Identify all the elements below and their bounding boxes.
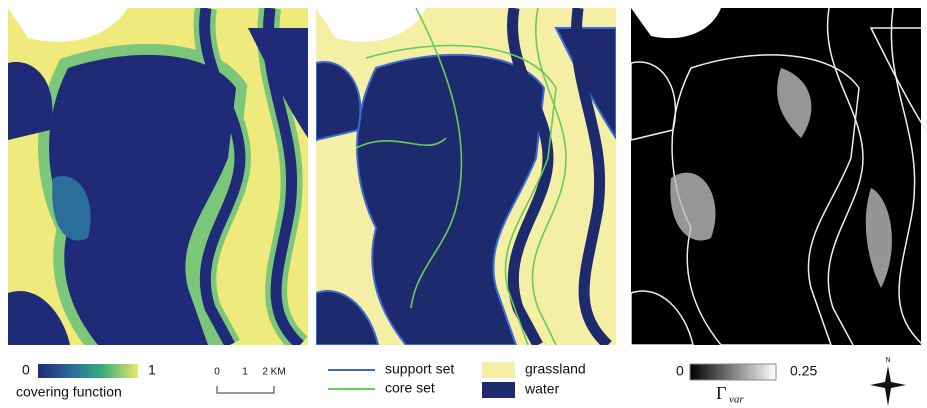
legend-label: water [524,381,560,397]
scale-bar [217,386,274,393]
scale-tick: 0 [214,367,220,378]
legend-swatch [482,382,515,398]
legend-swatch [482,362,515,378]
colorbar-subscript: var [729,394,744,406]
compass-label: N [885,357,890,364]
legend-label: core set [385,380,435,396]
colorbar-max: 1 [148,362,156,378]
figure: 0 1 covering function 0 1 2 KM support s… [0,0,927,408]
variance-map [631,8,927,345]
colorbar [690,364,776,380]
legend-label: support set [385,361,454,377]
colorbar-min: 0 [22,362,30,378]
scale-tick: 1 [242,367,248,378]
colorbar [38,364,138,378]
scale-tick: 2 KM [262,367,285,378]
compass [870,366,906,406]
colorbar-max: 0.25 [790,363,817,379]
colorbar-label: Γ [716,383,726,403]
colorbar-min: 0 [676,363,684,379]
sets-map [316,8,626,345]
legend-label: grassland [525,361,586,377]
covering-map [8,8,308,345]
colorbar-label: covering function [16,384,122,400]
